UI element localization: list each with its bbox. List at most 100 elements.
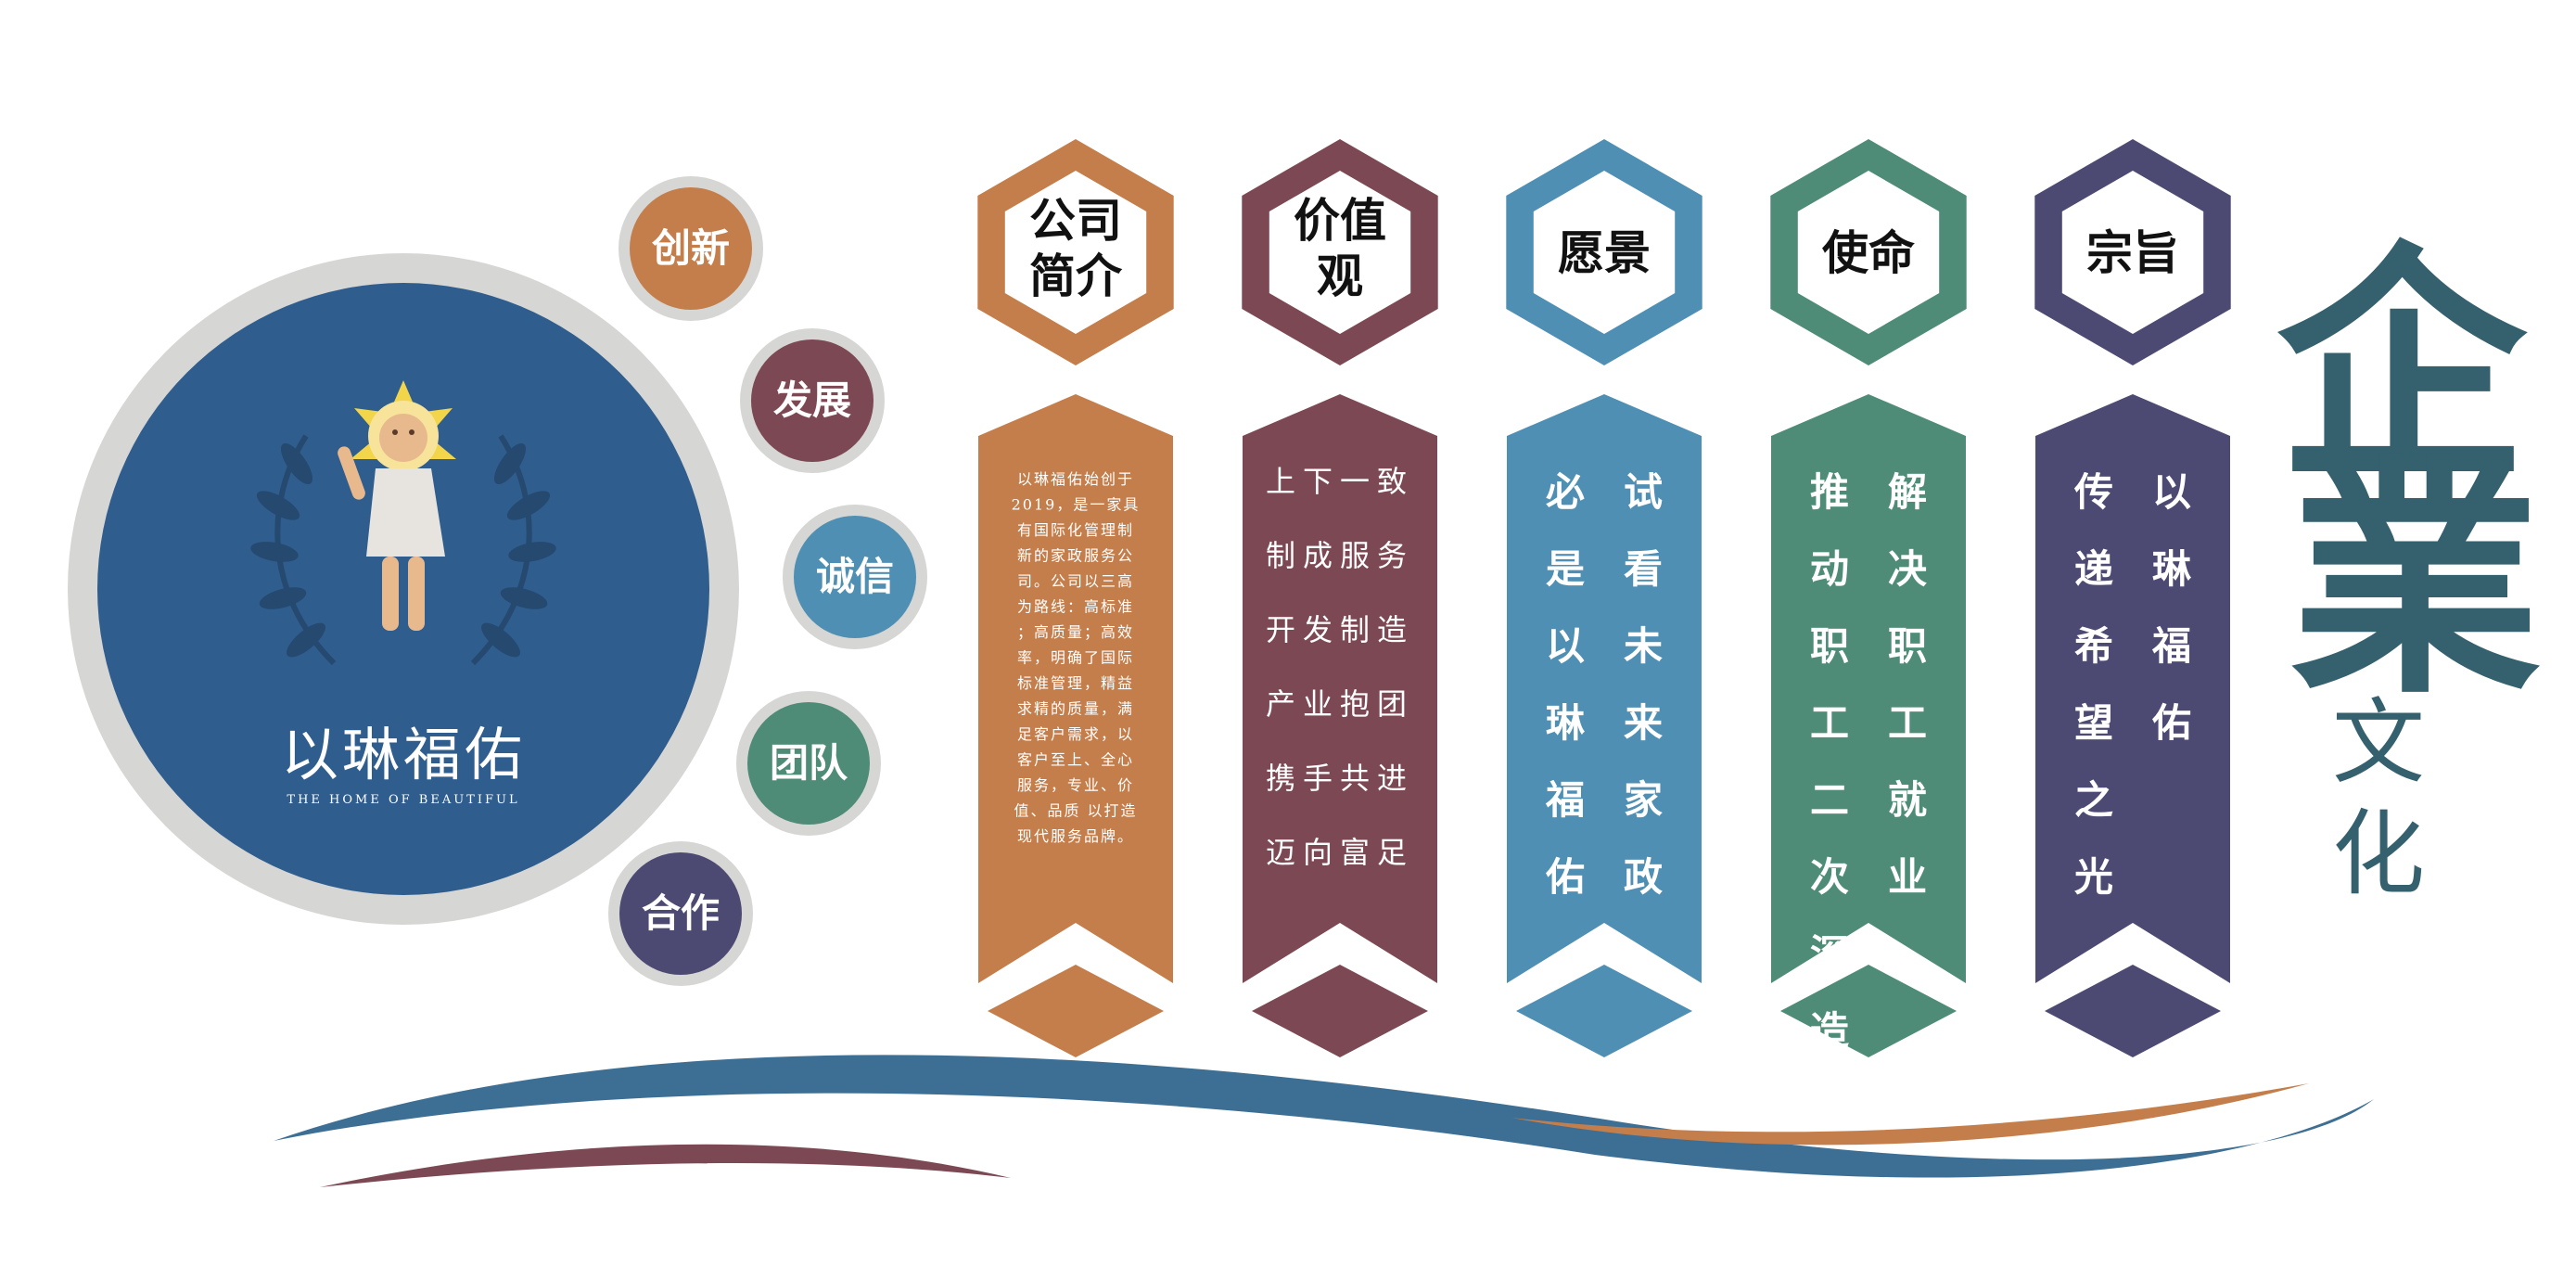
panel-body-line: ；高质量；高效 xyxy=(1017,623,1134,641)
panel-column-char: 解 xyxy=(1888,469,1927,515)
headline-char-2: 業 xyxy=(2290,432,2541,727)
wave-maroon xyxy=(320,1144,1011,1187)
panel-hexagon-inner xyxy=(1004,171,1147,334)
panel-body-line: 新的家政服务公 xyxy=(1017,547,1134,565)
panel-body-line: 开发制造 xyxy=(1266,612,1414,647)
panel-column-char: 以 xyxy=(1546,623,1585,669)
panel-column-char: 深 xyxy=(1810,931,1849,977)
wave-orange xyxy=(1511,1083,2309,1146)
panel-column-char: 传 xyxy=(2073,469,2113,515)
panel-diamond xyxy=(2045,965,2221,1057)
panel-column-char: 之 xyxy=(2074,777,2113,823)
panel-column-char: 职 xyxy=(1888,623,1927,669)
laurel-wreath-icon xyxy=(250,434,556,666)
panel-column-char: 琳 xyxy=(2152,546,2192,592)
value-bubble-disc xyxy=(747,702,870,825)
panel-body-line: 求精的质量，满 xyxy=(1017,700,1134,718)
value-bubble: 团队 xyxy=(736,691,881,836)
panel-title: 价值 xyxy=(1294,194,1386,248)
logo-subtitle: THE HOME OF BEAUTIFUL xyxy=(287,793,519,807)
panel-title: 观 xyxy=(1317,250,1363,303)
headline: 企 業 文 化 xyxy=(2276,219,2541,908)
value-bubble: 合作 xyxy=(608,841,753,986)
panel-body-line: 为路线：高标准 xyxy=(1017,598,1134,616)
panel-body-line: 迈向富足 xyxy=(1266,835,1414,870)
panel-diamond xyxy=(1780,965,1957,1057)
panel-diamond xyxy=(988,965,1164,1057)
panel-column-char: 工 xyxy=(1888,700,1927,746)
value-bubble-disc xyxy=(619,852,742,975)
panel-column-char: 职 xyxy=(1810,623,1849,669)
panel-column-char: 福 xyxy=(1545,777,1585,823)
panel-body-line: 制成服务 xyxy=(1266,538,1414,573)
panel-body xyxy=(1771,394,1966,983)
panel-column-char: 望 xyxy=(2074,700,2113,746)
panel-body-line: 标准管理，精益 xyxy=(1017,674,1134,692)
panel-column-char: 琳 xyxy=(1546,700,1586,746)
panel-title: 简介 xyxy=(1029,250,1123,303)
panel-column-char: 来 xyxy=(1624,700,1663,746)
headline-sub-char-1: 文 xyxy=(2332,688,2425,797)
panel-column-char: 决 xyxy=(1888,546,1927,592)
value-bubble-label: 创新 xyxy=(652,225,730,271)
logo-disc xyxy=(97,283,709,895)
value-bubble: 创新 xyxy=(618,176,763,321)
panel-body xyxy=(2035,394,2230,983)
value-bubble-label: 诚信 xyxy=(816,554,894,599)
panel-hexagon-inner xyxy=(1797,171,1940,334)
panel-column-char: 业 xyxy=(1888,854,1927,900)
logo-name: 以琳福佑 xyxy=(281,721,526,788)
panel-body-line: 携手共进 xyxy=(1266,761,1414,796)
panel-column-char: 政 xyxy=(1624,854,1663,900)
panel-hexagon-inner xyxy=(1533,171,1676,334)
panel-column-char: 家 xyxy=(1624,777,1663,823)
panel-body-line: 司。公司以三高 xyxy=(1017,572,1134,590)
panel-column-char: 就 xyxy=(1888,777,1927,823)
value-bubble-label: 合作 xyxy=(642,890,720,936)
panel-body-line: 2019，是一家具 xyxy=(1012,496,1141,514)
panel-column-char: 推 xyxy=(1810,469,1849,515)
decorative-waves xyxy=(274,1055,2374,1187)
panel-title: 使命 xyxy=(1822,226,1915,280)
value-bubble: 诚信 xyxy=(783,505,927,649)
panel-column-char: 试 xyxy=(1624,469,1663,515)
value-bubble-disc xyxy=(751,339,874,462)
panel-title: 宗旨 xyxy=(2086,226,2179,280)
panel-column-char: 工 xyxy=(1810,700,1849,746)
panel-column-char: 未 xyxy=(1624,623,1663,669)
panel-body xyxy=(1243,394,1437,983)
panel-column-char: 看 xyxy=(1624,546,1663,592)
value-bubble-disc xyxy=(630,187,752,310)
panel-hexagon-inner xyxy=(2061,171,2204,334)
panel-body-line: 值、品质 以打造 xyxy=(1014,802,1137,820)
panel-column-char: 佑 xyxy=(1545,854,1585,900)
panel-body-line: 率，明确了国际 xyxy=(1017,649,1134,667)
panel-body xyxy=(1507,394,1702,983)
panel-column-char: 动 xyxy=(1810,546,1849,592)
headline-char-1: 企 xyxy=(2276,219,2531,514)
panel-body xyxy=(978,394,1173,983)
panel-column-char: 二 xyxy=(1810,777,1849,823)
panel-column-char: 以 xyxy=(2152,469,2191,515)
value-bubble-label: 发展 xyxy=(773,378,851,423)
panel-column-char: 福 xyxy=(2151,623,2191,669)
logo-badge: 以琳福佑 THE HOME OF BEAUTIFUL xyxy=(68,253,739,925)
panel-title: 愿景 xyxy=(1558,226,1651,280)
panel-diamond xyxy=(1516,965,1692,1057)
panel-column-char: 是 xyxy=(1546,546,1585,592)
panel-body-line: 产业抱团 xyxy=(1266,686,1414,722)
panel-column-char: 必 xyxy=(1546,469,1585,515)
cherub-with-halo-icon xyxy=(338,380,456,631)
panel-body-line: 客户至上、全心 xyxy=(1017,751,1134,769)
value-bubble-disc xyxy=(794,516,916,638)
panel-column-char: 递 xyxy=(2074,546,2113,592)
panel-body-line: 有国际化管理制 xyxy=(1017,521,1134,539)
panel-body-line: 足客户需求，以 xyxy=(1017,725,1134,743)
